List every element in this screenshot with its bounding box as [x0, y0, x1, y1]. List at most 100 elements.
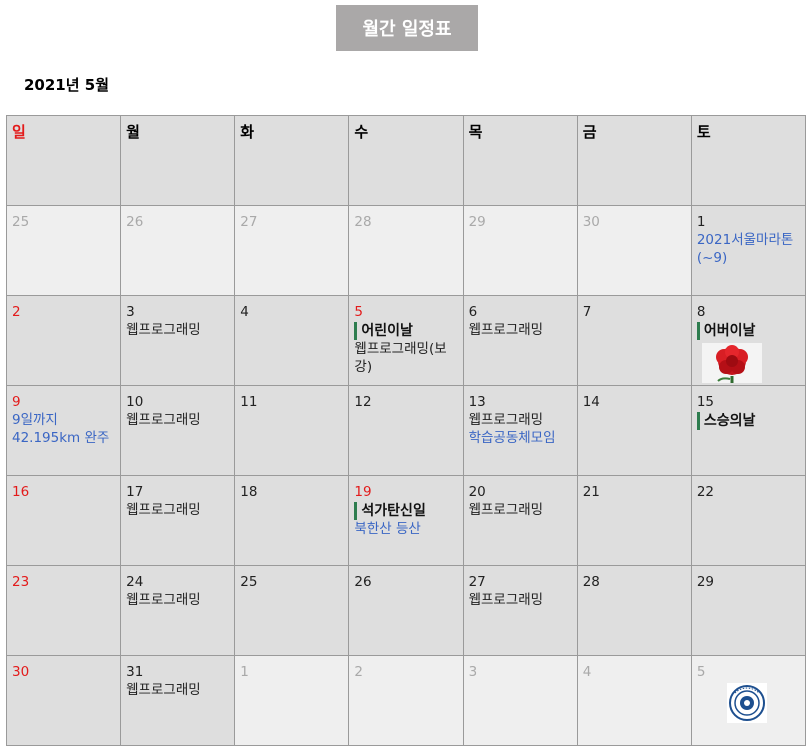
day-number: 16: [12, 484, 30, 500]
day-number: 24: [126, 574, 144, 590]
calendar-day-cell[interactable]: 14: [576, 385, 692, 476]
event-text: 웹프로그래밍: [126, 592, 201, 608]
calendar-day-cell[interactable]: 29: [690, 565, 807, 656]
calendar-day-cell[interactable]: 16: [5, 475, 122, 566]
event-text: 웹프로그래밍: [126, 412, 201, 428]
day-number: 6: [468, 304, 478, 320]
calendar-day-cell[interactable]: 8 어버이날: [690, 295, 807, 386]
calendar-day-cell[interactable]: 5 어린이날 웹프로그래밍(보강): [348, 295, 464, 386]
calendar-day-cell[interactable]: 1: [234, 655, 350, 746]
calendar-day-cell[interactable]: 3: [462, 655, 578, 746]
calendar-day-cell[interactable]: 19 석가탄신일 북한산 등산: [348, 475, 464, 566]
weekday-header-2: 화: [234, 115, 350, 206]
event-link[interactable]: 2021서울마라톤(~9): [696, 232, 794, 266]
day-number: 13: [468, 394, 486, 410]
calendar-day-cell[interactable]: 4: [234, 295, 350, 386]
calendar-day-cell[interactable]: 28: [576, 565, 692, 656]
calendar-week-row: 30 31 웹프로그래밍 1 2 3 4 5: [5, 655, 807, 746]
calendar-day-cell[interactable]: 31 웹프로그래밍: [120, 655, 236, 746]
calendar-body: 25 26 27 28 29 30 1 2021서울마라톤(~9) 2 3 웹프로그래밍 4 5 어린이날…: [5, 205, 807, 746]
day-number: 31: [126, 664, 144, 680]
event-link[interactable]: 북한산 등산: [354, 521, 421, 537]
event-text: 웹프로그래밍: [126, 502, 201, 518]
day-number: 2: [354, 664, 364, 680]
calendar-day-cell[interactable]: 26: [348, 565, 464, 656]
calendar-day-cell[interactable]: 11: [234, 385, 350, 476]
calendar-day-cell[interactable]: 23: [5, 565, 122, 656]
day-number: 30: [12, 664, 30, 680]
event-text: 웹프로그래밍: [126, 682, 201, 698]
calendar-week-row: 23 24 웹프로그래밍 25 26 27 웹프로그래밍 28 29: [5, 565, 807, 656]
day-number: 26: [126, 214, 144, 230]
calendar-day-cell[interactable]: 30: [5, 655, 122, 746]
event-link[interactable]: 42.195km 완주: [12, 430, 110, 446]
weekday-header-3: 수: [348, 115, 464, 206]
day-number: 9: [12, 394, 21, 410]
calendar-day-cell[interactable]: 15 스승의날: [690, 385, 807, 476]
weekday-header-0: 일: [5, 115, 122, 206]
day-number: 5: [354, 304, 364, 320]
day-number: 3: [126, 304, 135, 320]
calendar-day-cell[interactable]: 24 웹프로그래밍: [120, 565, 236, 656]
event-link[interactable]: 학습공동체모임: [468, 430, 556, 446]
month-label: 2021년 5월: [24, 76, 110, 94]
calendar-day-cell[interactable]: 25: [5, 205, 122, 296]
calendar-day-cell[interactable]: 29: [462, 205, 578, 296]
day-number: 18: [240, 484, 258, 500]
calendar-day-cell[interactable]: 13 웹프로그래밍 학습공동체모임: [462, 385, 578, 476]
day-number: 1: [240, 664, 249, 680]
calendar-day-cell[interactable]: 21: [576, 475, 692, 566]
event-text: 웹프로그래밍(보강): [354, 341, 447, 375]
calendar-day-cell[interactable]: 22: [690, 475, 807, 566]
weekday-header-5: 금: [576, 115, 692, 206]
day-number: 5: [696, 664, 706, 680]
calendar-day-cell[interactable]: 10 웹프로그래밍: [120, 385, 236, 476]
calendar-week-row: 9 9일까지 42.195km 완주 10 웹프로그래밍 11 12 13 웹프로그래밍 학습공동…: [5, 385, 807, 476]
weekday-header-1: 월: [120, 115, 236, 206]
calendar-day-cell[interactable]: 26: [120, 205, 236, 296]
calendar-day-cell[interactable]: 6 웹프로그래밍: [462, 295, 578, 386]
weekday-header-4: 목: [462, 115, 578, 206]
calendar-day-cell[interactable]: 27 웹프로그래밍: [462, 565, 578, 656]
event-text: 웹프로그래밍: [468, 502, 544, 518]
day-number: 19: [354, 484, 372, 500]
day-number: 7: [582, 304, 592, 320]
day-number: 1: [696, 214, 706, 230]
calendar-week-row: 25 26 27 28 29 30 1 2021서울마라톤(~9): [5, 205, 807, 296]
calendar-day-cell[interactable]: 12: [348, 385, 464, 476]
calendar-day-cell[interactable]: 28: [348, 205, 464, 296]
calendar-day-cell[interactable]: 30: [576, 205, 692, 296]
calendar-day-cell[interactable]: 17 웹프로그래밍: [120, 475, 236, 566]
carnation-flower-icon: [701, 343, 762, 383]
calendar-day-cell[interactable]: 5: [690, 655, 807, 746]
calendar-day-cell[interactable]: 3 웹프로그래밍: [120, 295, 236, 386]
calendar-day-cell[interactable]: 4: [576, 655, 692, 746]
day-number: 27: [240, 214, 258, 230]
holiday-label: 석가탄신일: [354, 502, 457, 520]
calendar-day-cell[interactable]: 1 2021서울마라톤(~9): [690, 205, 807, 296]
day-number: 27: [468, 574, 486, 590]
calendar-week-row: 16 17 웹프로그래밍 18 19 석가탄신일 북한산 등산 20 웹프로그래밍 21 22: [5, 475, 807, 566]
day-number: 17: [126, 484, 144, 500]
day-number: 14: [582, 394, 600, 410]
calendar-day-cell[interactable]: 9 9일까지 42.195km 완주: [5, 385, 122, 476]
event-text: 웹프로그래밍: [468, 322, 544, 338]
weekday-header-6: 토: [690, 115, 807, 206]
event-text: 웹프로그래밍: [126, 322, 201, 338]
event-link[interactable]: 9일까지: [12, 412, 58, 428]
calendar-day-cell[interactable]: 27: [234, 205, 350, 296]
day-number: 22: [696, 484, 715, 500]
monthly-schedule-title-button[interactable]: 월간 일정표: [336, 5, 478, 51]
day-number: 25: [12, 214, 30, 230]
calendar-day-cell[interactable]: 2: [348, 655, 464, 746]
day-number: 25: [240, 574, 258, 590]
day-number: 4: [582, 664, 592, 680]
day-number: 30: [582, 214, 600, 230]
calendar-day-cell[interactable]: 2: [5, 295, 122, 386]
calendar-day-cell[interactable]: 20 웹프로그래밍: [462, 475, 578, 566]
calendar-day-cell[interactable]: 18: [234, 475, 350, 566]
calendar-day-cell[interactable]: 7: [576, 295, 692, 386]
calendar-day-cell[interactable]: 25: [234, 565, 350, 656]
